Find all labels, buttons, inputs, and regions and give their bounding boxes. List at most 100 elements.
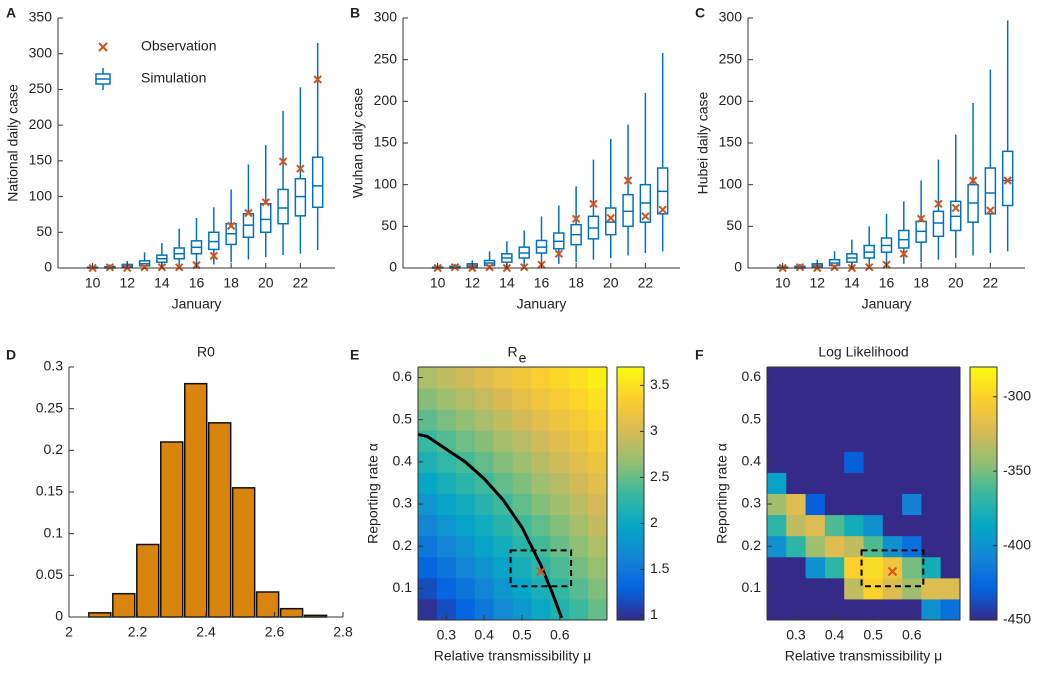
heatmap-cell — [786, 493, 807, 516]
heatmap-cell — [902, 514, 922, 537]
colorbar-segment — [970, 487, 997, 491]
heatmap-cell — [767, 388, 787, 410]
y-axis-label: Hubei daily case — [695, 91, 711, 194]
heatmap-cell — [902, 430, 922, 452]
colorbar-segment — [970, 537, 997, 542]
y-tick-label: 150 — [374, 134, 398, 150]
heatmap-cell — [418, 535, 438, 558]
legend-observation-marker — [98, 42, 108, 52]
colorbar-segment — [970, 442, 997, 447]
observation — [589, 199, 598, 209]
heatmap-cell — [550, 577, 570, 600]
heatmap-cell — [805, 535, 826, 558]
colorbar-segment — [970, 401, 997, 406]
heatmap-cell — [588, 577, 608, 600]
heatmap-cell — [493, 409, 513, 431]
colorbar-segment — [970, 547, 997, 552]
panel-label: E — [350, 347, 359, 363]
heatmap-cell — [767, 451, 787, 473]
x-tick-label: 2.2 — [128, 624, 148, 640]
colorbar-segment — [970, 436, 997, 441]
heatmap-cell — [436, 493, 457, 516]
colorbar-segment — [617, 550, 644, 555]
colorbar-segment — [617, 487, 644, 491]
box — [605, 207, 617, 236]
colorbar-segment — [617, 547, 644, 552]
heatmap-cell — [921, 472, 942, 494]
heatmap-cell — [512, 556, 532, 579]
heatmap-cell — [512, 577, 532, 600]
colorbar-segment — [617, 601, 644, 605]
y-tick-label: 100 — [29, 187, 53, 203]
heatmap-cell — [902, 493, 922, 516]
colorbar-segment — [970, 417, 997, 422]
observation — [830, 262, 839, 272]
colorbar-segment — [617, 461, 644, 466]
colorbar-segment — [617, 398, 644, 403]
heatmap-cell — [940, 598, 961, 621]
heatmap-cell — [512, 409, 532, 431]
heatmap-cell — [805, 556, 826, 579]
x-tick-label: 2.4 — [196, 624, 216, 640]
colorbar-segment — [617, 616, 644, 621]
heatmap-cell — [882, 493, 903, 516]
x-tick-label: 0.5 — [512, 627, 532, 643]
heatmap-cell — [569, 598, 589, 621]
y-tick-label: 0.4 — [742, 453, 762, 469]
colorbar-segment — [617, 607, 644, 612]
colorbar-segment — [970, 591, 997, 596]
heatmap-cell — [921, 367, 942, 389]
observation — [864, 262, 874, 272]
heatmap-cell — [824, 514, 845, 537]
heatmap-cell — [882, 598, 903, 621]
heatmap-cell — [493, 535, 513, 558]
heatmap-cell — [863, 598, 884, 621]
observation — [296, 164, 305, 173]
colorbar-segment — [970, 610, 997, 615]
heatmap-cell — [786, 514, 807, 537]
colorbar-segment — [970, 518, 997, 523]
observation — [261, 198, 270, 207]
heatmap-cell — [569, 472, 589, 494]
heatmap-cell — [863, 451, 884, 473]
heatmap-cell — [455, 388, 476, 410]
colorbar-segment — [617, 521, 644, 526]
x-tick-label: 10 — [85, 275, 101, 291]
heatmap-cell — [512, 535, 532, 558]
heatmap-cell — [436, 556, 457, 579]
heatmap-cell — [805, 451, 826, 473]
heatmap-cell — [436, 367, 457, 389]
heatmap-cell — [588, 388, 608, 410]
x-tick-label: 0.4 — [474, 627, 494, 643]
heatmap-cell — [805, 367, 826, 389]
colorbar-segment — [970, 509, 997, 514]
colorbar-segment — [617, 531, 644, 536]
heatmap-cell — [418, 472, 438, 494]
heatmap-cell — [418, 556, 438, 579]
colorbar-segment — [617, 480, 644, 485]
colorbar-segment — [617, 563, 644, 567]
observation — [519, 262, 529, 272]
colorbar-segment — [970, 521, 997, 526]
heatmap-cell — [474, 493, 495, 516]
colorbar-segment — [970, 477, 997, 482]
colorbar-tick-label: 2.5 — [650, 468, 670, 484]
bar — [160, 441, 184, 618]
observation — [485, 262, 494, 272]
heatmap-cell — [569, 367, 589, 389]
colorbar-segment — [970, 423, 997, 428]
heatmap-cell — [921, 409, 942, 431]
x-tick-label: 16 — [534, 275, 550, 291]
colorbar-segment — [617, 408, 644, 412]
colorbar-segment — [970, 515, 997, 520]
heatmap-cell — [940, 430, 961, 452]
heatmap-cell — [940, 556, 961, 579]
colorbar-segment — [617, 534, 644, 539]
y-axis-label: Wuhan daily case — [350, 88, 366, 198]
heatmap-cell — [588, 598, 608, 621]
colorbar-segment — [970, 455, 997, 460]
x-tick-label: 0.4 — [825, 627, 845, 643]
colorbar-segment — [970, 525, 997, 529]
colorbar-segment — [970, 411, 997, 416]
heatmap-cell — [824, 577, 845, 600]
